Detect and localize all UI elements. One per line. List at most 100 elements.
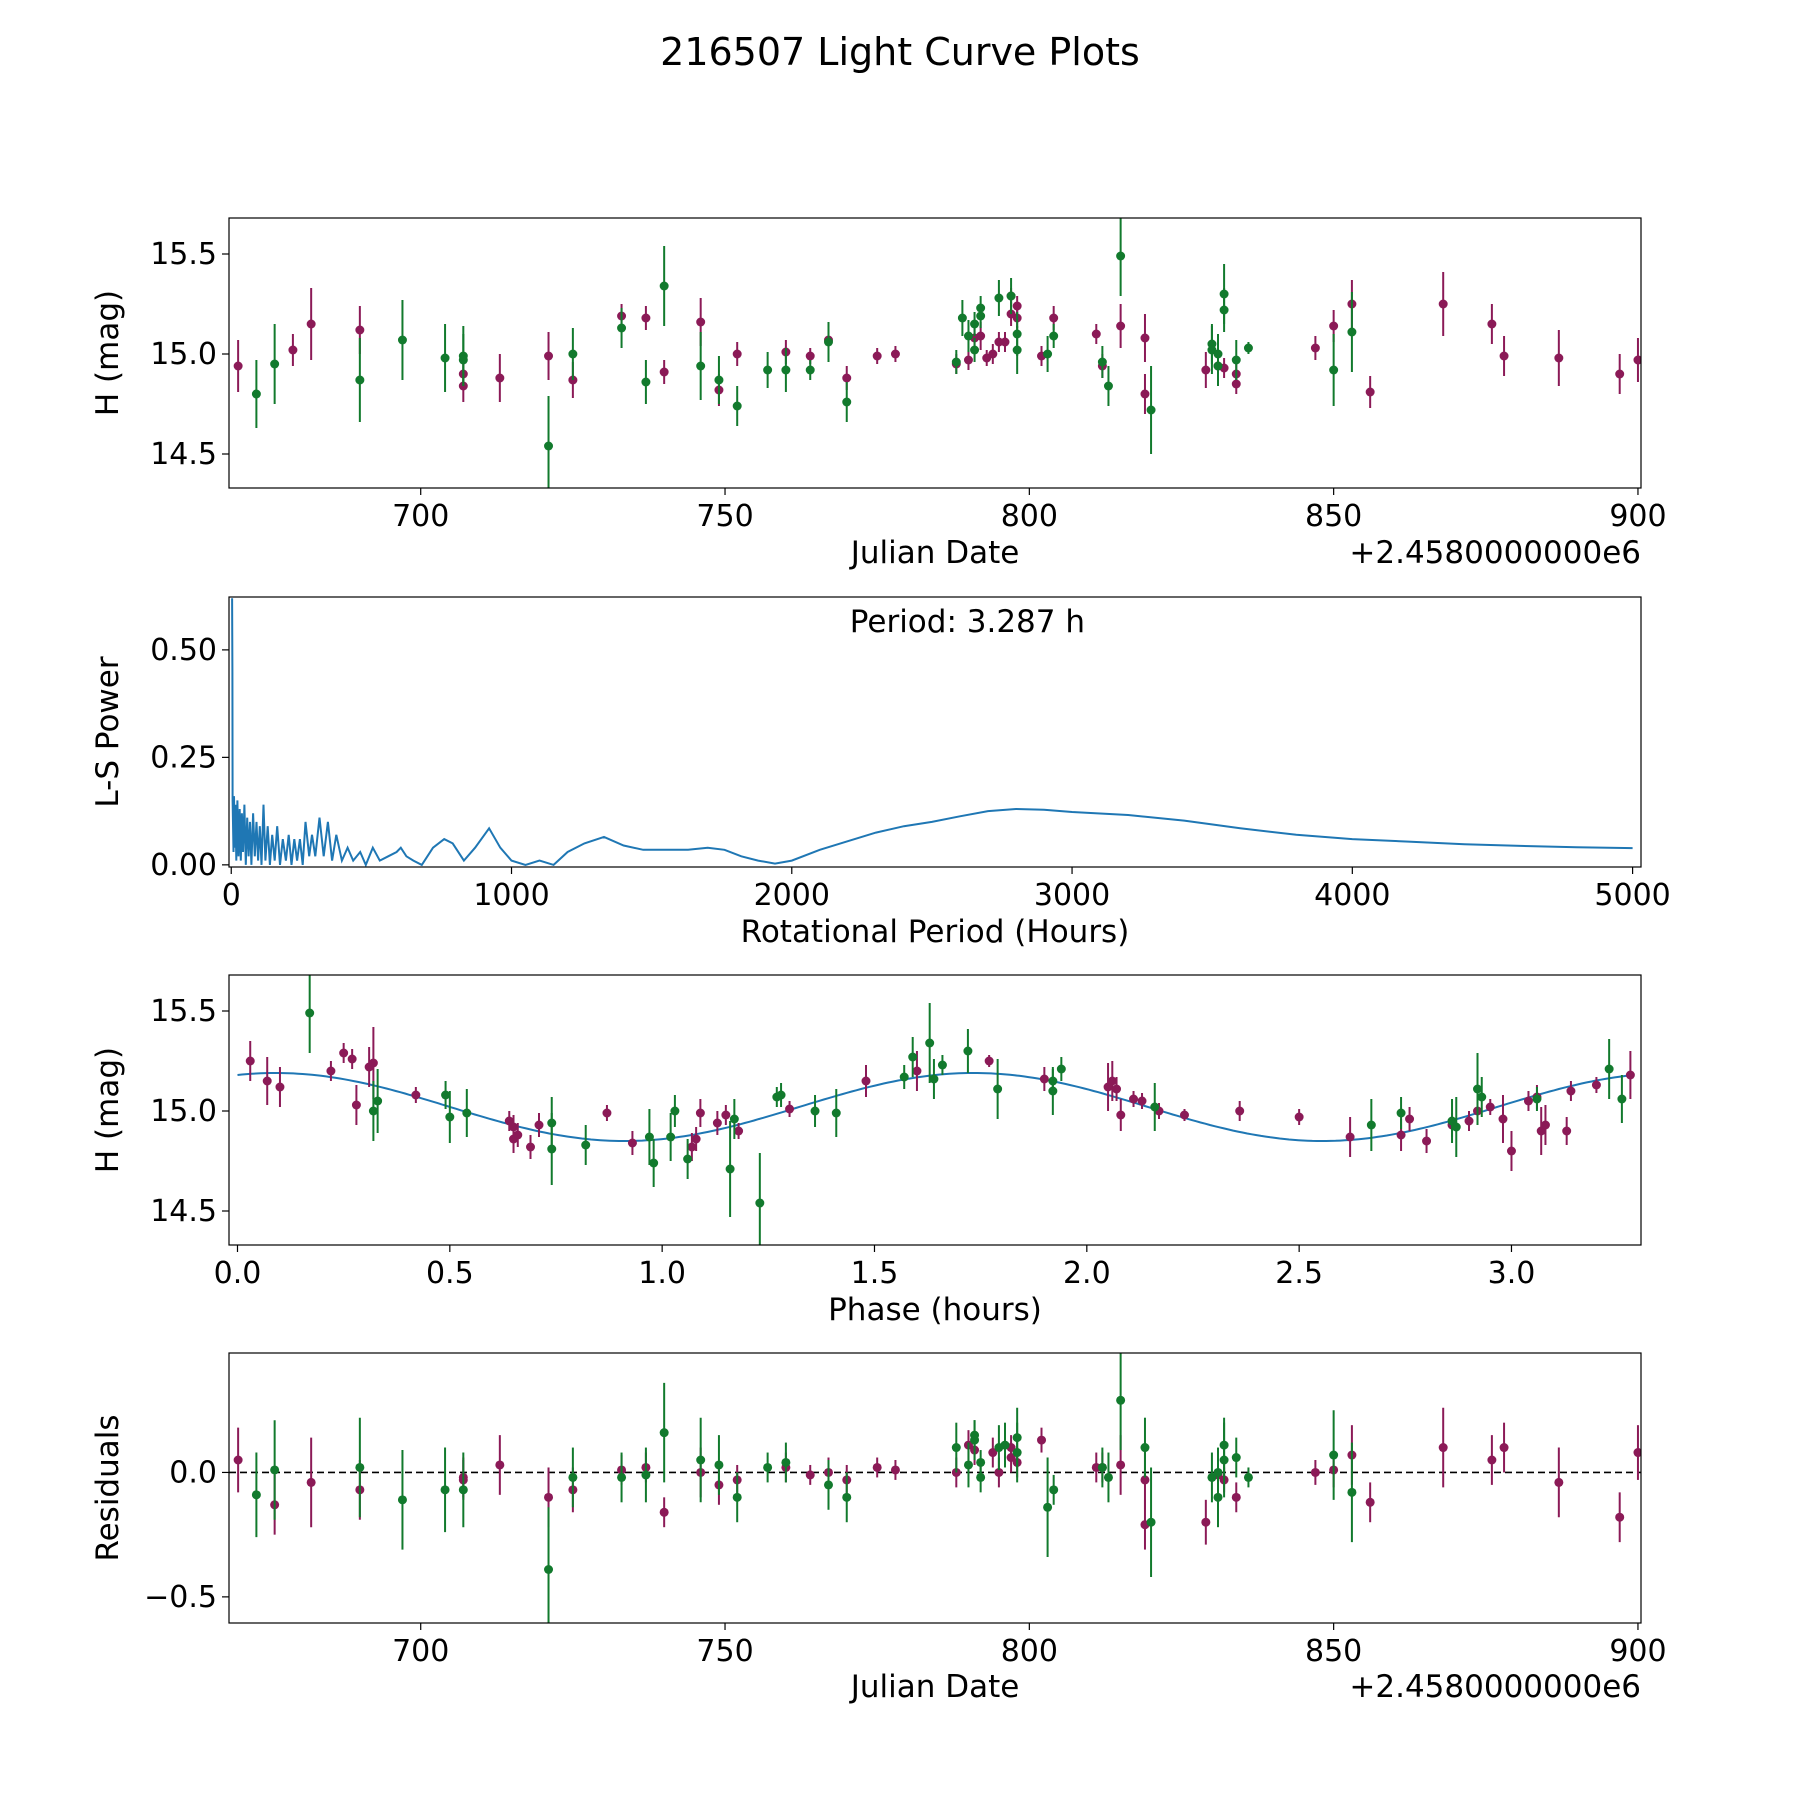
lightcurve-data-point [233,361,243,371]
phased-data-point [725,1164,735,1174]
phased-data-point [1464,1116,1474,1126]
lightcurve-data-point [1499,351,1509,361]
phased-data-point [929,1074,939,1084]
residuals-data-point [1000,1440,1010,1450]
phased-data-point [831,1108,841,1118]
phased-data-point [1422,1136,1432,1146]
phased-data-point [339,1048,349,1058]
lightcurve-data-point [440,353,450,363]
phased-frame [228,974,1642,1246]
phased-data-point [581,1140,591,1150]
phased-data-point [1396,1108,1406,1118]
phased-data-point [1540,1120,1550,1130]
residuals-data-point [544,1564,554,1574]
lightcurve-data-point [397,335,407,345]
lightcurve-data-point [963,331,973,341]
phased-xtick-label: 3.0 [1488,1256,1536,1291]
phased-data-point [963,1046,973,1056]
residuals-data-point [495,1460,505,1470]
lightcurve-data-point [781,365,791,375]
phased-data-point [1150,1102,1160,1112]
phased-data-point [1591,1080,1601,1090]
lightcurve-data-point [976,331,986,341]
lightcurve-data-point [1097,357,1107,367]
lightcurve-data-point [1043,349,1053,359]
residuals-xlabel: Julian Date [849,1669,1020,1705]
phased-data-point [785,1104,795,1114]
lightcurve-data-point [872,351,882,361]
residuals-ytick-label: 0.0 [169,1455,217,1490]
phased-data-point [526,1142,536,1152]
phased-data-point [908,1052,918,1062]
lightcurve-data-point [1615,369,1625,379]
residuals-data-point [994,1467,1004,1477]
residuals-data-point [397,1495,407,1505]
phased-data-point [351,1100,361,1110]
lightcurve-xtick-label: 700 [392,499,449,534]
phased-data-point [644,1132,654,1142]
residuals-data-point [1146,1517,1156,1527]
phased-xtick-label: 0.5 [426,1256,474,1291]
phased-xtick-label: 2.5 [1275,1256,1323,1291]
phased-xtick-label: 0.0 [214,1256,262,1291]
lightcurve-data-point [696,361,706,371]
lightcurve-data-point [970,345,980,355]
phased-ytick-label: 15.0 [150,1094,217,1129]
lightcurve-data-point [842,397,852,407]
residuals-data-point [805,1470,815,1480]
phased-data-point [462,1108,472,1118]
residuals-data-point [970,1430,980,1440]
phased-data-point [262,1076,272,1086]
lightcurve-data-point [963,355,973,365]
phased-data-point [925,1038,935,1048]
lightcurve-data-point [355,375,365,385]
residuals-data-point [890,1465,900,1475]
residuals-data-point [763,1462,773,1472]
phased-data-point [1566,1086,1576,1096]
lightcurve-xtick-label: 800 [1001,499,1058,534]
lightcurve-data-point [1146,405,1156,415]
phased-data-point [683,1154,693,1164]
periodogram-power-line [231,598,1633,867]
phased-data-point [275,1082,285,1092]
periodogram-frame [228,596,1642,868]
phased-data-point [1532,1094,1542,1104]
residuals-data-point [842,1492,852,1502]
residuals-data-point [568,1472,578,1482]
residuals-data-point [1554,1477,1564,1487]
phased-ytick-label: 14.5 [150,1194,217,1229]
residuals-data-point [732,1492,742,1502]
phased-data-point [1625,1070,1635,1080]
residuals-xtick-label: 800 [1001,1634,1058,1669]
periodogram-ylabel: L-S Power [90,656,126,807]
lightcurve-data-point [659,281,669,291]
lightcurve-data-point [763,365,773,375]
residuals-data-point [544,1492,554,1502]
lightcurve-data-point [1365,387,1375,397]
residuals-data-point [1633,1448,1641,1458]
residuals-data-point [1097,1462,1107,1472]
lightcurve-data-point [970,319,980,329]
phased-data-point [534,1120,544,1130]
phased-plot-area [237,975,1635,1245]
phased-data-point [305,1008,315,1018]
phased-data-point [810,1106,820,1116]
lightcurve-ytick-label: 15.0 [150,337,217,372]
lightcurve-data-point [994,293,1004,303]
phased-data-point [245,1056,255,1066]
residuals-data-point [1201,1517,1211,1527]
residuals-data-point [306,1477,316,1487]
periodogram-axes: 0 1000 2000 3000 4000 5000 0.00 0.25 0.50 Rotatio… [90,596,1671,950]
lightcurve-data-point [544,441,554,451]
lightcurve-data-point [1012,301,1022,311]
lightcurve-data-point [1116,251,1126,261]
periodogram-xtick-label: 3000 [1034,878,1110,913]
lightcurve-data-point [458,355,468,365]
residuals-data-point [988,1448,998,1458]
residuals-xtick-label: 900 [1609,1634,1666,1669]
lightcurve-data-point [1140,389,1150,399]
phased-data-point [670,1106,680,1116]
residuals-data-point [1207,1472,1217,1482]
lightcurve-data-point [641,313,651,323]
periodogram-xtick-label: 1000 [473,878,549,913]
